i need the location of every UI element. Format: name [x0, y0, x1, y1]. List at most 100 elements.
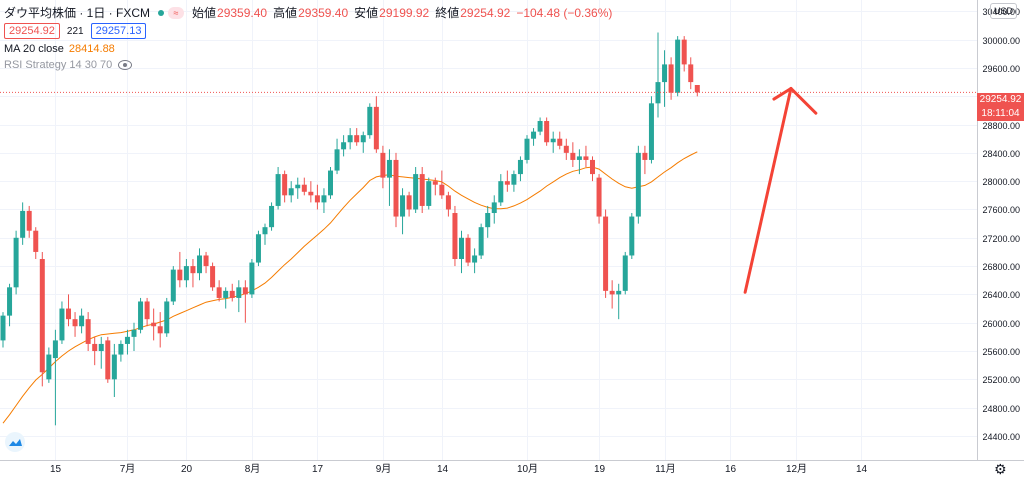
candle-body: [210, 266, 216, 288]
price-tick-label: 25200.00: [982, 375, 1020, 385]
bid-button[interactable]: 29254.92: [4, 23, 60, 39]
legend-ma-row[interactable]: MA 20 close 28414.88: [4, 43, 115, 55]
price-tick-label: 24800.00: [982, 404, 1020, 414]
symbol-title[interactable]: ダウ平均株価 · 1日 · FXCM: [4, 6, 150, 20]
candle-body: [380, 152, 386, 178]
candle: [0, 312, 6, 348]
ohlc-low-value: 29199.92: [379, 5, 430, 20]
candle: [360, 131, 366, 153]
time-tick-label: 19: [594, 464, 606, 475]
candle-body: [79, 315, 85, 327]
candle-body: [472, 255, 478, 263]
gear-icon[interactable]: ⚙: [994, 461, 1007, 477]
price-tick-label: 27600.00: [982, 205, 1020, 215]
arrow-shaft: [743, 86, 793, 294]
candle: [662, 50, 668, 107]
candle-body: [151, 322, 157, 327]
candle-body: [13, 237, 19, 288]
tradingview-logo-icon[interactable]: [5, 432, 25, 452]
candle: [609, 280, 615, 309]
candle-body: [26, 210, 32, 231]
last-price-tag: 29254.92: [977, 93, 1024, 107]
candle-body: [609, 290, 615, 295]
candle-body: [170, 269, 176, 302]
candle-body: [347, 135, 353, 143]
ohlc-close-label: 終値: [435, 6, 460, 20]
candle: [419, 167, 425, 214]
candle: [111, 343, 117, 398]
candle: [590, 156, 595, 182]
candle: [341, 135, 347, 157]
price-tick-label: 25600.00: [982, 347, 1020, 357]
candle: [59, 301, 65, 344]
candle-body: [328, 170, 333, 196]
candle-body: [118, 343, 124, 355]
candle: [465, 234, 471, 267]
candle: [216, 280, 222, 302]
candle-body: [59, 308, 65, 341]
candle: [190, 259, 196, 288]
candle: [151, 308, 157, 341]
time-tick-label: 12月: [786, 463, 807, 475]
candle: [249, 259, 255, 298]
candle: [20, 202, 26, 245]
candle: [439, 170, 445, 199]
candle: [570, 142, 576, 168]
candle: [550, 131, 556, 153]
candle-body: [341, 142, 347, 150]
time-tick-label: 8月: [245, 463, 261, 475]
currency-button[interactable]: USD: [990, 3, 1018, 19]
candle-body: [681, 39, 687, 65]
candle-body: [269, 205, 275, 228]
candle-body: [105, 340, 111, 380]
candle: [197, 248, 202, 281]
candle-body: [524, 138, 530, 160]
candle-body: [321, 195, 327, 203]
countdown-tag: 18:11:04: [977, 107, 1024, 121]
candle-body: [563, 145, 569, 153]
candle-body: [485, 213, 491, 228]
candle: [105, 336, 111, 383]
candle: [648, 96, 654, 164]
candlestick-series: [0, 32, 700, 426]
candle: [328, 167, 333, 199]
candle: [85, 312, 91, 352]
candle-body: [314, 195, 320, 203]
chart-grid: [0, 0, 977, 460]
candle-body: [229, 290, 235, 298]
ask-button[interactable]: 29257.13: [90, 23, 147, 39]
candle: [79, 308, 85, 334]
price-tick-label: 28000.00: [982, 177, 1020, 187]
candle-body: [537, 121, 543, 132]
candle: [544, 117, 550, 146]
candle-body: [629, 216, 635, 256]
candle: [131, 322, 137, 352]
candle: [282, 170, 288, 203]
candle-body: [367, 106, 373, 136]
candle: [531, 128, 537, 146]
candle-body: [144, 301, 150, 320]
candle-body: [570, 152, 576, 160]
candle: [118, 340, 124, 362]
candle-body: [465, 237, 471, 263]
candle-body: [642, 152, 648, 160]
candle-body: [544, 121, 550, 143]
candle: [157, 312, 163, 348]
candle-body: [386, 159, 392, 178]
candle: [255, 230, 261, 267]
legend-rsi-row[interactable]: RSI Strategy 14 30 70: [4, 59, 133, 71]
candle: [432, 177, 438, 196]
flag-icon[interactable]: ≈: [168, 6, 184, 19]
candle-body: [531, 131, 537, 139]
candle-body: [203, 255, 209, 267]
price-tick-label: 27200.00: [982, 234, 1020, 244]
candle-body: [46, 354, 52, 380]
eye-icon[interactable]: [118, 60, 133, 70]
ohlc-high-label: 高値: [273, 6, 298, 20]
market-status-icon: [158, 9, 164, 16]
candle-body: [360, 135, 366, 143]
price-tick-label: 26800.00: [982, 262, 1020, 272]
candle-body: [400, 195, 406, 217]
price-tick-label: 30000.00: [982, 36, 1020, 46]
